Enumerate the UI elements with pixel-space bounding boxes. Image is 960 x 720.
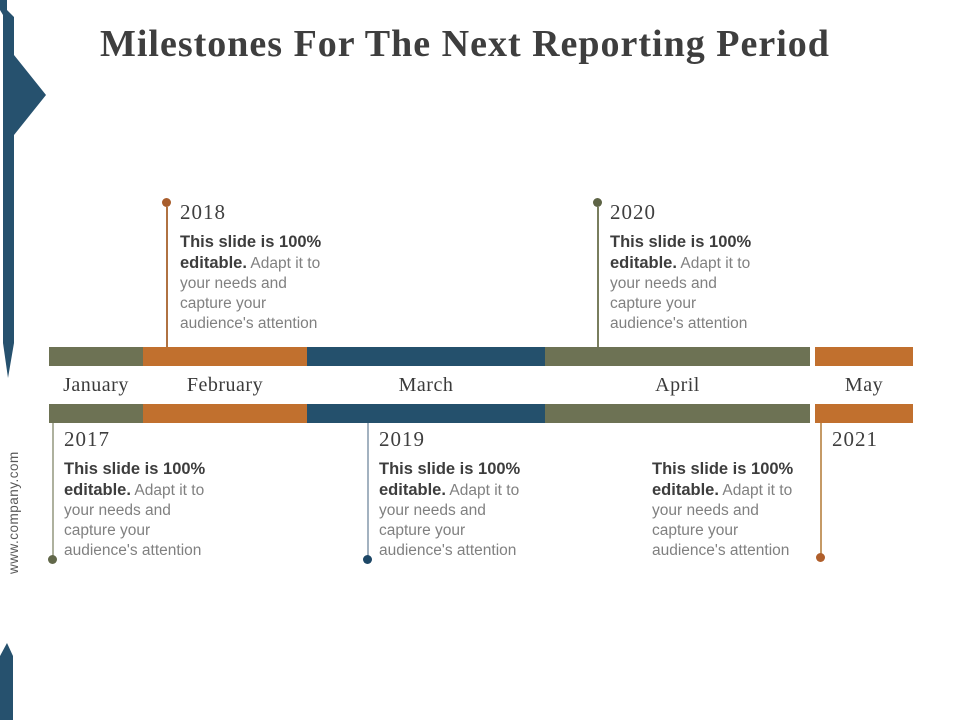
timeline-segment-march [307,347,545,366]
milestone-year: 2021 [832,427,878,451]
timeline-segment-april [545,404,810,423]
milestone-description: This slide is 100% editable. Adapt it to… [652,459,810,561]
timeline-bar-top [49,347,913,366]
timeline-segment-march [307,404,545,423]
month-label-may: May [844,374,884,396]
milestone-dot [48,555,57,564]
milestone-description: This slide is 100% editable. Adapt it to… [610,232,768,334]
timeline-segment-may [815,347,913,366]
description-bold: This slide is 100% editable. [180,233,322,272]
milestone-year: 2017 [64,427,110,451]
description-bold: This slide is 100% editable. [379,460,521,499]
description-regular: Adapt it to your needs and capture your … [64,482,205,559]
milestone-dot [363,555,372,564]
timeline-month-labels: January February March April May [49,366,913,404]
left-ribbon-bottom-icon [0,643,13,720]
description-regular: Adapt it to your needs and capture your … [379,482,520,559]
timeline-segment-may [815,404,913,423]
connector-line [166,207,168,347]
description-regular: Adapt it to your needs and capture your … [652,482,793,559]
description-bold: This slide is 100% editable. [64,460,206,499]
page-title: Milestones For The Next Reporting Period [100,23,830,65]
description-bold: This slide is 100% editable. [652,460,794,499]
milestone-year: 2019 [379,427,425,451]
milestone-year: 2020 [610,200,656,224]
timeline-bar-bottom [49,404,913,423]
description-regular: Adapt it to your needs and capture your … [610,255,751,332]
milestone-description: This slide is 100% editable. Adapt it to… [64,459,222,561]
month-label-march: March [398,374,454,396]
description-regular: Adapt it to your needs and capture your … [180,255,321,332]
connector-line [367,423,369,557]
left-ribbon-arrow-icon [0,0,46,378]
description-bold: This slide is 100% editable. [610,233,752,272]
milestone-year: 2018 [180,200,226,224]
milestone-description: This slide is 100% editable. Adapt it to… [379,459,537,561]
milestone-description: This slide is 100% editable. Adapt it to… [180,232,338,334]
timeline-segment-april [545,347,810,366]
milestone-dot [162,198,171,207]
company-url: www.company.com [6,451,21,574]
timeline-segment-january [49,347,143,366]
month-label-january: January [63,374,129,396]
connector-line [820,423,822,554]
month-label-april: April [655,374,700,396]
timeline-segment-january [49,404,143,423]
milestone-dot [593,198,602,207]
connector-line [597,207,599,347]
connector-line [52,423,54,557]
month-label-february: February [186,374,264,396]
timeline-segment-february [143,347,307,366]
milestone-dot [816,553,825,562]
timeline-segment-february [143,404,307,423]
